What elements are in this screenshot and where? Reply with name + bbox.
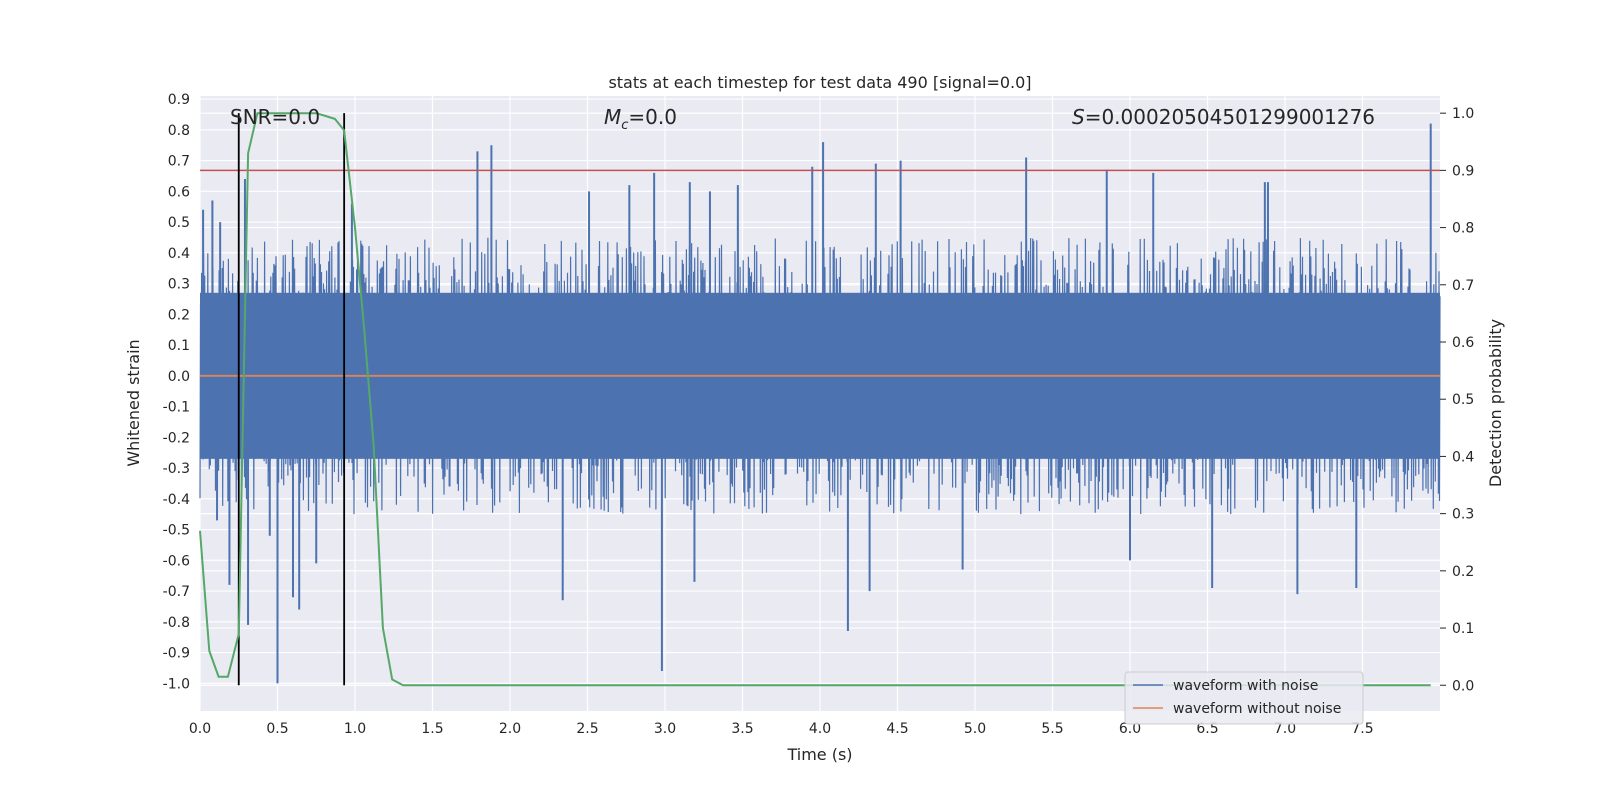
y-tick-label: -0.9 xyxy=(163,646,190,662)
chirp-mass-symbol: M xyxy=(604,105,621,129)
y-tick-label: 0.0 xyxy=(168,369,190,385)
legend-label-waveform-without-noise: waveform without noise xyxy=(1173,701,1341,717)
series-overlays xyxy=(199,112,1440,687)
x-tick-label: 0.5 xyxy=(266,721,288,737)
y-right-tick-label: 1.0 xyxy=(1452,106,1474,122)
x-tick-label: 5.5 xyxy=(1041,721,1063,737)
x-tick-label: 3.0 xyxy=(654,721,676,737)
y-axis-label-right: Detection probability xyxy=(1486,319,1505,487)
y-right-tick-label: 0.6 xyxy=(1452,335,1474,351)
y-tick-label: -0.6 xyxy=(163,553,190,569)
y-right-tick-label: 0.8 xyxy=(1452,221,1474,237)
y-right-tick-label: 0.9 xyxy=(1452,163,1474,179)
s-symbol: S xyxy=(1072,105,1085,129)
y-tick-label: 0.7 xyxy=(168,154,190,170)
x-tick-label: 2.0 xyxy=(499,721,521,737)
y-tick-label: 0.6 xyxy=(168,184,190,200)
detection-probability-line xyxy=(199,112,1431,687)
y-tick-label: 0.4 xyxy=(168,246,190,262)
y-axis-label-left: Whitened strain xyxy=(124,339,143,466)
x-axis-label: Time (s) xyxy=(786,745,852,764)
y-tick-label: -1.0 xyxy=(163,676,190,692)
x-tick-label: 4.5 xyxy=(886,721,908,737)
legend-box xyxy=(1124,671,1364,725)
y-tick-label: 0.9 xyxy=(168,92,190,108)
s-annotation: S=0.00020504501299001276 xyxy=(1072,105,1375,129)
y-right-tick-label: 0.1 xyxy=(1452,621,1474,637)
x-tick-label: 5.0 xyxy=(964,721,986,737)
y-right-tick-label: 0.7 xyxy=(1452,278,1474,294)
x-tick-label: 3.5 xyxy=(731,721,753,737)
y-tick-label: -0.3 xyxy=(163,461,190,477)
y-tick-label: 0.2 xyxy=(168,307,190,323)
y-tick-label: -0.2 xyxy=(163,430,190,446)
legend: waveform with noise waveform without noi… xyxy=(1124,671,1364,725)
y-tick-label: 0.3 xyxy=(168,277,190,293)
snr-annotation: SNR=0.0 xyxy=(230,105,320,129)
x-tick-label: 2.5 xyxy=(576,721,598,737)
y-right-tick-label: 0.5 xyxy=(1452,392,1474,408)
legend-label-waveform-with-noise: waveform with noise xyxy=(1173,678,1318,694)
tick-labels: 0.0 0.5 1.0 1.5 2.0 2.5 3.0 3.5 4.0 4.5 5.0 5.5 6.0 6… xyxy=(163,92,1475,737)
x-tick-label: 6.5 xyxy=(1196,721,1218,737)
y-tick-label: -0.1 xyxy=(163,400,190,416)
y-right-tick-label: 0.4 xyxy=(1452,449,1474,465)
x-tick-label: 1.0 xyxy=(344,721,366,737)
chirp-mass-annotation: Mc=0.0 xyxy=(604,105,677,133)
y-tick-label: 0.5 xyxy=(168,215,190,231)
y-right-tick-label: 0.2 xyxy=(1452,564,1474,580)
x-tick-label: 1.5 xyxy=(421,721,443,737)
s-value: =0.00020504501299001276 xyxy=(1085,105,1375,129)
chirp-mass-value: =0.0 xyxy=(628,105,677,129)
y-right-tick-label: 0.0 xyxy=(1452,678,1474,694)
y-tick-label: -0.5 xyxy=(163,523,190,539)
x-tick-label: 6.0 xyxy=(1119,721,1141,737)
y-tick-label: -0.7 xyxy=(163,584,190,600)
y-tick-label: 0.8 xyxy=(168,123,190,139)
y-tick-label: -0.8 xyxy=(163,615,190,631)
x-tick-label: 7.0 xyxy=(1274,721,1296,737)
chart-title: stats at each timestep for test data 490… xyxy=(608,73,1031,92)
x-tick-label: 4.0 xyxy=(809,721,831,737)
y-right-tick-label: 0.3 xyxy=(1452,507,1474,523)
y-tick-label: 0.1 xyxy=(168,338,190,354)
chirp-mass-subscript: c xyxy=(621,118,628,133)
y-tick-label: -0.4 xyxy=(163,492,190,508)
x-tick-label: 0.0 xyxy=(189,721,211,737)
x-tick-label: 7.5 xyxy=(1351,721,1373,737)
